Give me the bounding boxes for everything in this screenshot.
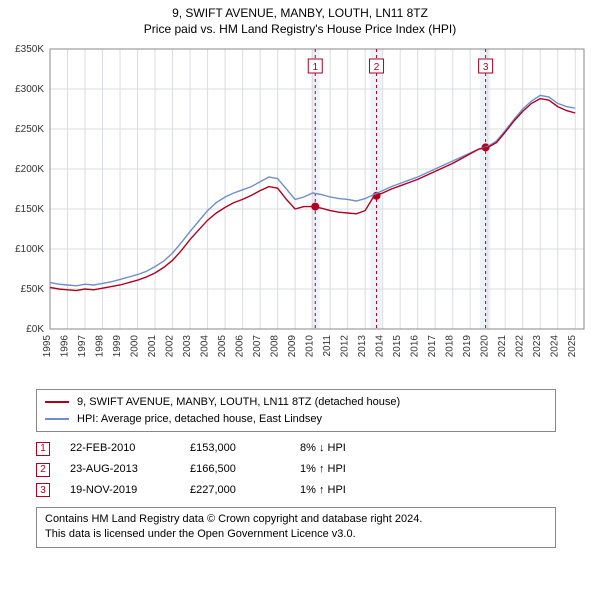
- footer-line: Contains HM Land Registry data © Crown c…: [45, 512, 547, 527]
- svg-text:2004: 2004: [200, 335, 211, 358]
- legend: 9, SWIFT AVENUE, MANBY, LOUTH, LN11 8TZ …: [36, 389, 556, 432]
- svg-text:£100K: £100K: [15, 244, 44, 255]
- event-date: 19-NOV-2019: [70, 480, 170, 501]
- event-price: £227,000: [190, 480, 280, 501]
- event-marker-icon: 3: [36, 483, 50, 497]
- svg-text:2019: 2019: [462, 335, 473, 358]
- svg-text:£50K: £50K: [21, 284, 45, 295]
- event-marker-icon: 2: [36, 463, 50, 477]
- event-price: £153,000: [190, 438, 280, 459]
- title-line2: Price paid vs. HM Land Registry's House …: [8, 22, 592, 38]
- svg-text:2: 2: [374, 62, 380, 73]
- legend-swatch: [45, 401, 69, 403]
- event-price: £166,500: [190, 459, 280, 480]
- event-diff: 1% ↑ HPI: [300, 480, 390, 501]
- svg-text:2025: 2025: [567, 335, 578, 358]
- svg-text:2017: 2017: [427, 335, 438, 358]
- svg-text:2007: 2007: [252, 335, 263, 358]
- svg-text:2006: 2006: [235, 335, 246, 358]
- legend-item: HPI: Average price, detached house, East…: [45, 411, 547, 428]
- svg-text:2021: 2021: [497, 335, 508, 358]
- event-date: 22-FEB-2010: [70, 438, 170, 459]
- event-row: 3 19-NOV-2019 £227,000 1% ↑ HPI: [36, 480, 584, 501]
- attribution-footer: Contains HM Land Registry data © Crown c…: [36, 507, 556, 548]
- svg-text:2010: 2010: [305, 335, 316, 358]
- svg-text:1996: 1996: [60, 335, 71, 358]
- svg-text:£250K: £250K: [15, 124, 44, 135]
- svg-text:2016: 2016: [410, 335, 421, 358]
- svg-text:2015: 2015: [392, 335, 403, 358]
- svg-text:2005: 2005: [217, 335, 228, 358]
- event-diff: 8% ↓ HPI: [300, 438, 390, 459]
- svg-text:1997: 1997: [77, 335, 88, 358]
- svg-text:2011: 2011: [322, 335, 333, 357]
- legend-label: 9, SWIFT AVENUE, MANBY, LOUTH, LN11 8TZ …: [77, 394, 400, 411]
- svg-text:3: 3: [483, 62, 489, 73]
- svg-text:2023: 2023: [532, 335, 543, 358]
- legend-item: 9, SWIFT AVENUE, MANBY, LOUTH, LN11 8TZ …: [45, 394, 547, 411]
- title-line1: 9, SWIFT AVENUE, MANBY, LOUTH, LN11 8TZ: [8, 6, 592, 22]
- event-diff: 1% ↑ HPI: [300, 459, 390, 480]
- event-marker-icon: 1: [36, 442, 50, 456]
- svg-text:2024: 2024: [550, 335, 561, 358]
- legend-label: HPI: Average price, detached house, East…: [77, 411, 322, 428]
- svg-text:2003: 2003: [182, 335, 193, 358]
- svg-text:2022: 2022: [515, 335, 526, 358]
- svg-text:2008: 2008: [270, 335, 281, 358]
- svg-text:1: 1: [312, 62, 318, 73]
- svg-text:1999: 1999: [112, 335, 123, 358]
- svg-text:2001: 2001: [147, 335, 158, 358]
- svg-text:£300K: £300K: [15, 84, 44, 95]
- svg-text:2000: 2000: [130, 335, 141, 358]
- svg-text:£150K: £150K: [15, 204, 44, 215]
- svg-text:2009: 2009: [287, 335, 298, 358]
- svg-text:2014: 2014: [375, 335, 386, 358]
- svg-text:2018: 2018: [445, 335, 456, 358]
- svg-text:2002: 2002: [165, 335, 176, 358]
- svg-text:£200K: £200K: [15, 164, 44, 175]
- svg-text:1995: 1995: [42, 335, 53, 358]
- svg-text:£0K: £0K: [26, 324, 44, 335]
- price-chart: £0K £50K £100K £150K £200K £250K £300K £350K 199…: [8, 41, 592, 381]
- svg-text:1998: 1998: [95, 335, 106, 358]
- svg-text:£350K: £350K: [15, 44, 44, 55]
- event-row: 2 23-AUG-2013 £166,500 1% ↑ HPI: [36, 459, 584, 480]
- svg-text:2020: 2020: [480, 335, 491, 358]
- footer-line: This data is licensed under the Open Gov…: [45, 527, 547, 542]
- svg-text:2013: 2013: [357, 335, 368, 358]
- legend-swatch: [45, 418, 69, 420]
- event-row: 1 22-FEB-2010 £153,000 8% ↓ HPI: [36, 438, 584, 459]
- svg-text:2012: 2012: [340, 335, 351, 358]
- event-date: 23-AUG-2013: [70, 459, 170, 480]
- events-table: 1 22-FEB-2010 £153,000 8% ↓ HPI 2 23-AUG…: [36, 438, 584, 501]
